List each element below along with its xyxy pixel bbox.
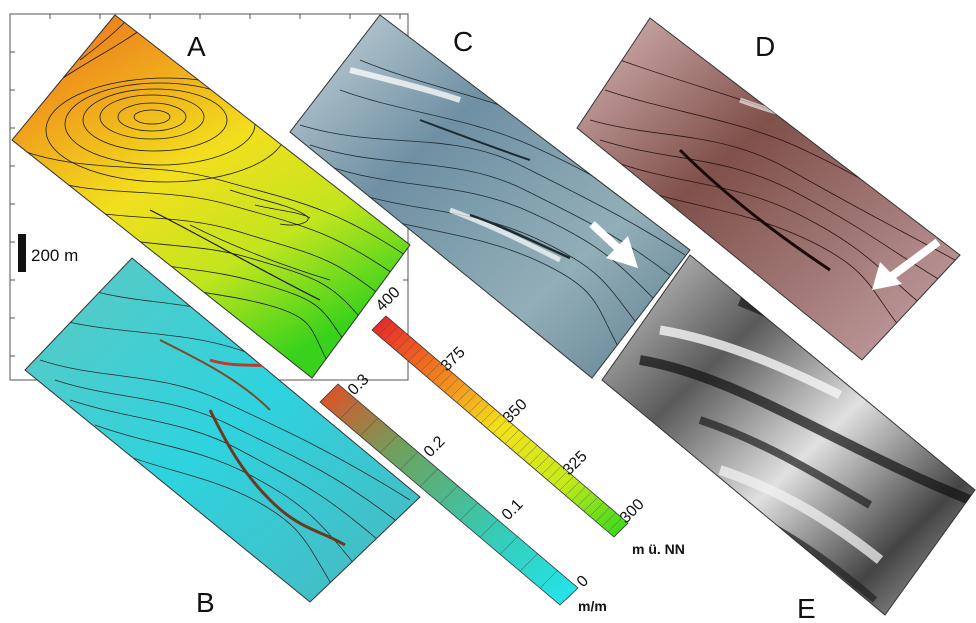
colorbar-segment-divider [480, 409, 496, 424]
colorbar-segment-divider [390, 331, 405, 346]
panel-a-elevation-map [11, 14, 411, 379]
colorbar-segment-divider [595, 507, 610, 522]
colorbar-segment-divider [450, 383, 465, 398]
colorbar-segment-divider [420, 357, 435, 372]
colorbar-segment-divider [479, 519, 499, 538]
colorbar-segment-divider [439, 485, 459, 504]
colorbar-segment-divider [468, 398, 483, 413]
colorbar-segment-divider [504, 429, 520, 444]
panel-label-b: B [196, 587, 215, 618]
elevation-unit-label: m ü. NN [632, 541, 685, 557]
colorbar-segment-divider [498, 424, 514, 439]
colorbar-segment-divider [607, 517, 623, 532]
colorbar-segment-divider [462, 393, 477, 408]
colorbar-segment-divider [559, 476, 574, 491]
colorbar-segment-divider [499, 536, 519, 555]
colorbar-segment-divider [589, 502, 604, 517]
colorbar-segment-divider [408, 346, 423, 362]
panel-e-grayscale-map [601, 254, 976, 616]
slope-unit-label: m/m [578, 598, 607, 614]
colorbar-segment-divider [432, 367, 447, 382]
scale-bar-label: 200 m [31, 246, 78, 265]
panel-c-shaded-map [289, 14, 691, 379]
colorbar-segment-divider [539, 569, 559, 589]
colorbar-segment-divider [383, 326, 399, 341]
colorbar-segment-divider [519, 552, 539, 572]
scale-bar: 200 m [18, 234, 78, 272]
colorbar-segment-divider [517, 440, 532, 455]
flow-arrow-icon [872, 238, 941, 290]
colorbar-segment-divider [419, 468, 439, 487]
colorbar-segment-divider [601, 512, 617, 527]
panel-label-d: D [755, 31, 775, 62]
colorbar-segment-divider [339, 400, 359, 420]
panel-label-e: E [797, 593, 816, 623]
colorbar-segment-divider [577, 491, 592, 507]
colorbar-segment-divider [359, 417, 379, 437]
colorbar-segment-divider [523, 445, 538, 460]
colorbar-segment-divider [565, 481, 580, 496]
colorbar-segment-divider [396, 336, 411, 351]
slope-tick-0-2: 0.2 [421, 433, 449, 461]
colorbar-segment-divider [553, 471, 568, 486]
colorbar-segment-divider [426, 362, 441, 377]
panel-d-shaded-map [576, 17, 961, 361]
colorbar-segment-divider [571, 486, 586, 501]
panel-label-a: A [187, 31, 206, 62]
colorbar-segment-divider [547, 465, 562, 481]
colorbar-segment-divider [377, 321, 393, 336]
colorbar-segment-divider [379, 434, 399, 453]
colorbar-segment-divider [459, 502, 479, 521]
colorbar-segment-divider [474, 403, 489, 419]
colorbar-segment-divider [492, 419, 508, 434]
colorbar-segment-divider [583, 496, 598, 512]
colorbar-segment-divider [541, 460, 556, 476]
panel-b-slope-map [24, 257, 421, 603]
flow-arrow-icon [589, 221, 638, 268]
colorbar-segment-divider [511, 434, 526, 450]
colorbar-segment-divider [438, 372, 453, 388]
colorbar-segment-divider [529, 450, 544, 465]
colorbar-segment-divider [486, 414, 502, 429]
panel-label-c: C [453, 26, 473, 57]
colorbar-segment-divider [535, 455, 550, 470]
slope-tick-0-1: 0.1 [499, 496, 527, 524]
colorbar-segment-divider [414, 352, 429, 367]
colorbar-segment-divider [444, 377, 459, 393]
colorbar-segment-divider [402, 341, 417, 357]
colorbar-segment-divider [456, 388, 471, 403]
colorbar-segment-divider [399, 451, 419, 470]
